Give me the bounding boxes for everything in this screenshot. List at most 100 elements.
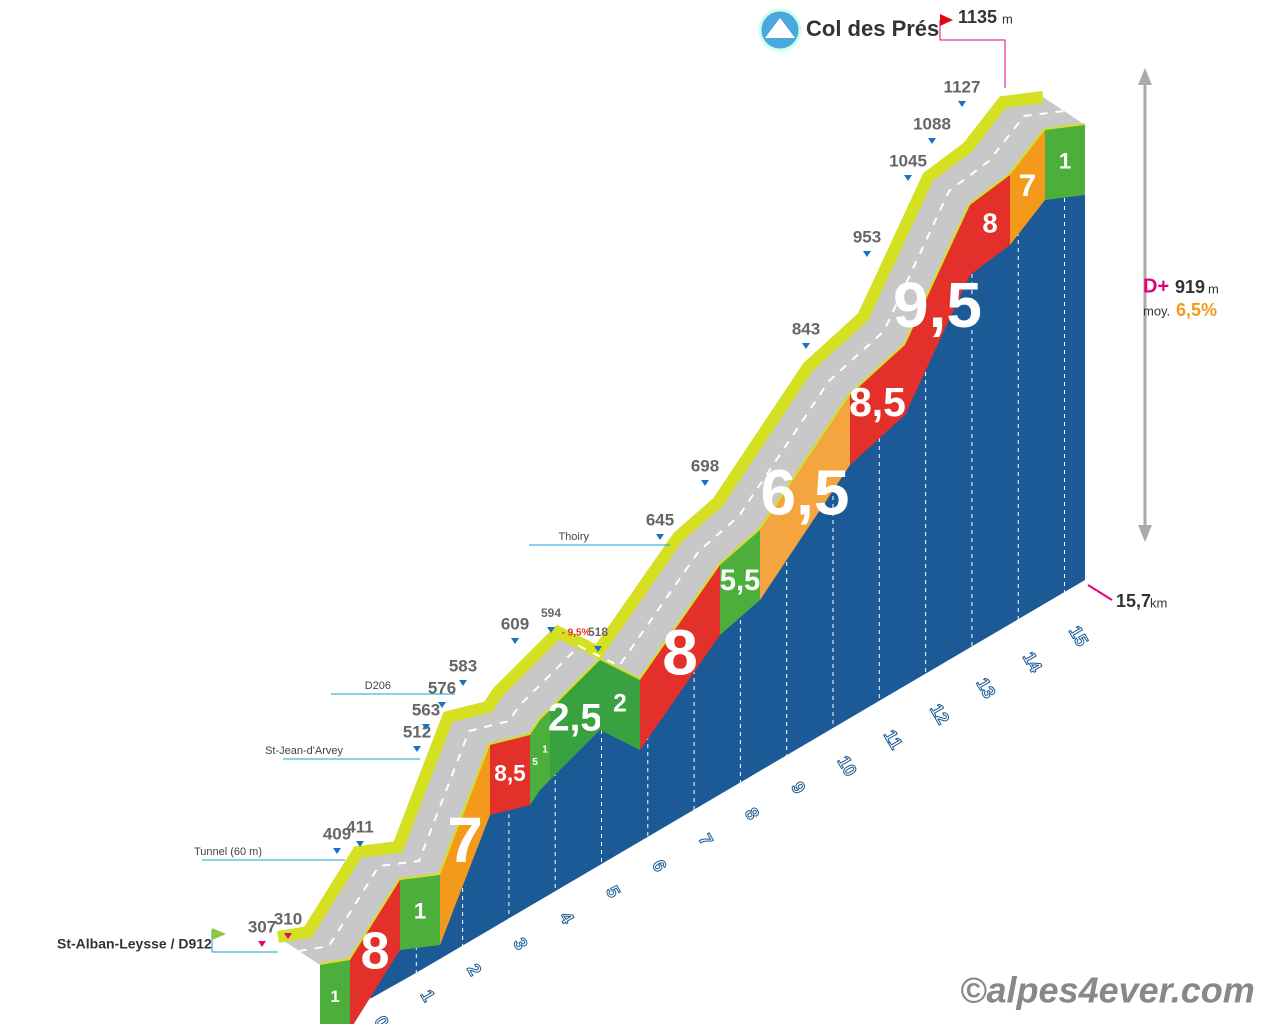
gradient-label: 1: [414, 898, 426, 923]
start-name: St-Alban-Leysse / D912: [57, 936, 212, 952]
gradient-label: 5,5: [720, 565, 761, 597]
km-label: 3: [509, 934, 531, 953]
distance-value: 15,7: [1116, 591, 1151, 611]
gradient-segment: [550, 660, 600, 780]
distance-tick: [1087, 584, 1113, 601]
gain-value: 919: [1175, 277, 1205, 297]
gradient-segment: [970, 175, 1010, 275]
gradient-label: 1: [1059, 148, 1071, 173]
km-label: 14: [1019, 648, 1046, 675]
distance-unit: km: [1150, 595, 1167, 610]
avg-label: moy.: [1143, 303, 1170, 318]
altitude-marker: [284, 933, 292, 939]
start-flag: [212, 928, 226, 940]
summit-flag: [940, 14, 953, 26]
altitude-marker: [656, 534, 664, 540]
altitude-marker: [413, 746, 421, 752]
altitude-label: 645: [646, 510, 674, 529]
altitude-label: 563: [412, 700, 440, 719]
altitude-label: 310: [274, 909, 302, 928]
summit-icon-peak: [765, 18, 795, 38]
km-label: 1: [417, 986, 439, 1005]
place-label: St-Jean-d'Arvey: [265, 745, 343, 757]
gradient-label: 1: [542, 745, 548, 756]
altitude-label: 307: [248, 917, 276, 936]
altitude-label: 698: [691, 456, 719, 475]
altitude-marker: [701, 480, 709, 486]
gradient-segment: [320, 960, 350, 1024]
summit-unit: m: [1002, 11, 1013, 26]
km-label: 6: [648, 856, 670, 875]
gradient-segment: [490, 735, 530, 815]
gradient-label: 8,5: [494, 760, 526, 786]
altitude-marker: [904, 175, 912, 181]
km-label: 13: [972, 674, 999, 701]
altitude-marker: [594, 646, 602, 652]
summit-altitude: 1135: [958, 7, 997, 27]
gradient-segment: [760, 395, 850, 600]
altitude-label: 583: [449, 656, 477, 675]
gradient-segment: [440, 745, 490, 945]
gradient-segment: [1045, 125, 1085, 200]
altitude-marker: [438, 702, 446, 708]
gradient-label: 1: [330, 987, 339, 1006]
gradient-label: 8: [361, 922, 390, 980]
altitude-marker: [958, 101, 966, 107]
altitude-marker: [422, 724, 430, 730]
summit-name: Col des Prés: [806, 16, 939, 41]
gradient-segment: [530, 720, 540, 805]
gradient-segment: [905, 205, 970, 415]
place-label: D206: [365, 680, 391, 692]
altitude-marker: [459, 680, 467, 686]
avg-value: 6,5%: [1176, 300, 1217, 320]
km-label: 5: [602, 882, 624, 901]
gradient-segment: [540, 710, 550, 790]
gradient-label: 2,5: [548, 696, 602, 739]
altitude-marker: [333, 848, 341, 854]
gradient-segment: [1010, 130, 1045, 245]
summit-line: [939, 20, 1006, 88]
gradient-label: 8: [662, 616, 698, 688]
gradient-segment: [850, 345, 905, 465]
km-label: 0: [370, 1012, 392, 1024]
km-label: 9: [787, 778, 809, 797]
credit: ©alpes4ever.com: [960, 970, 1255, 1011]
altitude-marker: [863, 251, 871, 257]
altitude-label: 609: [501, 614, 529, 633]
altitude-label: 1088: [913, 114, 951, 133]
gradient-label: 8: [982, 207, 997, 238]
place-label: Thoiry: [558, 531, 589, 543]
arrow-head: [1138, 68, 1152, 85]
altitude-label: 512: [403, 722, 431, 741]
altitude-label: 409: [323, 824, 351, 843]
altitude-label: 411: [346, 817, 373, 836]
altitude-marker: [802, 343, 810, 349]
km-label: 11: [880, 726, 907, 752]
gradient-label: 6,5: [761, 456, 850, 528]
altitude-label: 576: [428, 678, 456, 697]
altitude-marker: [928, 138, 936, 144]
descent-note: - 9,5%: [562, 628, 591, 639]
km-label: 7: [695, 830, 717, 849]
gradient-segment: [640, 565, 720, 750]
road-edge: [277, 91, 1044, 943]
gradient-label: 2: [613, 691, 627, 718]
altitude-label: 843: [792, 319, 820, 338]
road-center: [298, 110, 1065, 952]
gradient-label: 8,5: [849, 379, 906, 425]
altitude-marker: [547, 627, 555, 633]
km-label: 10: [833, 752, 860, 779]
gradient-label: 7: [447, 804, 483, 876]
place-label: Tunnel (60 m): [194, 846, 262, 858]
altitude-label: 1127: [944, 77, 981, 96]
road: [278, 97, 1085, 965]
km-label: 2: [463, 960, 485, 979]
gradient-label: 7: [1019, 168, 1036, 203]
km-label: 4: [556, 908, 578, 927]
altitude-marker: [511, 638, 519, 644]
altitude-marker: [258, 941, 266, 947]
km-label: 8: [741, 804, 763, 823]
gain-label: D+: [1143, 275, 1169, 297]
gradient-segment: [350, 880, 400, 1024]
